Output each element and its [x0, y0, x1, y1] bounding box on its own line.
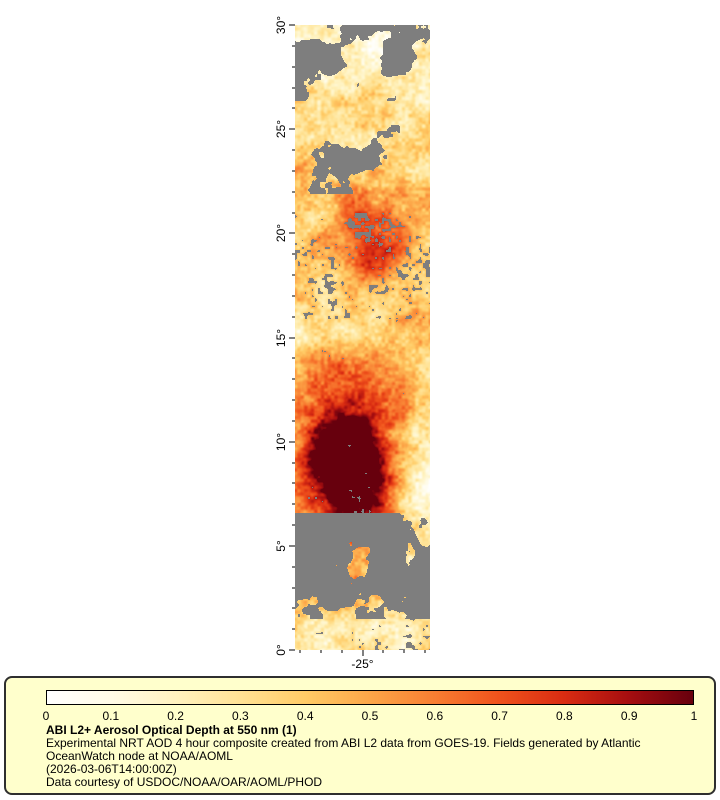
legend-text-block: ABI L2+ Aerosol Optical Depth at 550 nm … — [46, 724, 702, 789]
latitude-minor-tick — [292, 316, 295, 318]
aod-heatmap-canvas — [295, 25, 430, 650]
latitude-minor-tick — [292, 628, 295, 630]
longitude-minor-tick — [424, 650, 426, 653]
longitude-minor-tick — [382, 650, 384, 653]
colorbar-tick-label: 1 — [690, 709, 698, 723]
colorbar-tick-label: 0.3 — [232, 709, 249, 723]
longitude-minor-tick — [320, 650, 322, 653]
latitude-tick-label: 5° — [274, 540, 288, 552]
longitude-minor-tick — [403, 650, 405, 653]
colorbar-tick-label: 0.2 — [167, 709, 184, 723]
latitude-minor-tick — [292, 274, 295, 276]
longitude-axis: -25° — [295, 650, 430, 674]
latitude-major-tick — [289, 649, 295, 651]
latitude-minor-tick — [292, 607, 295, 609]
latitude-minor-tick — [292, 357, 295, 359]
legend-panel: 0 0.1 0.2 0.3 0.4 0.5 0.6 0.7 0.8 0.9 1 ABI L2+ Ae… — [4, 676, 716, 795]
latitude-major-tick — [289, 232, 295, 234]
latitude-major-tick — [289, 128, 295, 130]
colorbar-tick-label: 0.6 — [426, 709, 444, 723]
latitude-minor-tick — [292, 212, 295, 213]
latitude-minor-tick — [292, 399, 295, 401]
legend-description-line: (2026-03-06T14:00:00Z) — [46, 762, 177, 776]
latitude-tick-label: 30° — [274, 15, 288, 35]
longitude-tick-label: -25° — [351, 657, 374, 671]
colorbar — [46, 690, 694, 705]
latitude-minor-tick — [292, 66, 295, 68]
latitude-minor-tick — [292, 87, 295, 88]
latitude-minor-tick — [292, 170, 295, 172]
colorbar-tick-label: 0.5 — [361, 709, 379, 723]
latitude-minor-tick — [292, 191, 295, 193]
legend-title: ABI L2+ Aerosol Optical Depth at 550 nm … — [46, 723, 297, 737]
longitude-minor-tick — [299, 650, 301, 653]
latitude-minor-tick — [292, 524, 295, 526]
colorbar-tick-label: 0.7 — [491, 709, 508, 723]
latitude-major-tick — [289, 441, 295, 443]
latitude-tick-label: 25° — [274, 120, 288, 139]
latitude-minor-tick — [292, 587, 295, 588]
latitude-minor-tick — [292, 378, 295, 380]
latitude-minor-tick — [292, 107, 295, 109]
latitude-minor-tick — [292, 45, 295, 47]
legend-description: Experimental NRT AOD 4 hour composite cr… — [46, 737, 702, 789]
longitude-major-tick — [362, 650, 363, 656]
latitude-minor-tick — [292, 462, 295, 463]
latitude-minor-tick — [292, 253, 295, 255]
colorbar-tick-label: 0.4 — [296, 709, 314, 723]
latitude-tick-label: 15° — [274, 328, 288, 347]
latitude-minor-tick — [292, 420, 295, 422]
latitude-minor-tick — [292, 295, 295, 297]
latitude-tick-label: 20° — [274, 224, 288, 243]
latitude-minor-tick — [292, 149, 295, 151]
latitude-minor-tick — [292, 482, 295, 484]
colorbar-tick-label: 0 — [42, 709, 50, 723]
latitude-major-tick — [289, 337, 295, 338]
latitude-minor-tick — [292, 566, 295, 568]
latitude-tick-label: 0° — [274, 644, 288, 656]
legend-description-line: Experimental NRT AOD 4 hour composite cr… — [46, 736, 641, 750]
latitude-major-tick — [289, 545, 295, 547]
legend-description-line: OceanWatch node at NOAA/AOML — [46, 749, 233, 763]
colorbar-tick-label: 0.1 — [102, 709, 120, 723]
latitude-tick-label: 10° — [274, 432, 288, 451]
legend-description-line: Data courtesy of USDOC/NOAA/OAR/AOML/PHO… — [46, 775, 323, 789]
colorbar-tick-label: 0.9 — [620, 709, 638, 723]
map-area: 30° 25° 20° 15° 10° 5° 0° -25° — [274, 16, 430, 671]
latitude-minor-tick — [292, 503, 295, 505]
colorbar-ticks: 0 0.1 0.2 0.3 0.4 0.5 0.6 0.7 0.8 0.9 1 — [42, 709, 698, 723]
longitude-minor-tick — [341, 650, 343, 653]
latitude-major-tick — [289, 24, 295, 26]
colorbar-tick-label: 0.8 — [556, 709, 573, 723]
